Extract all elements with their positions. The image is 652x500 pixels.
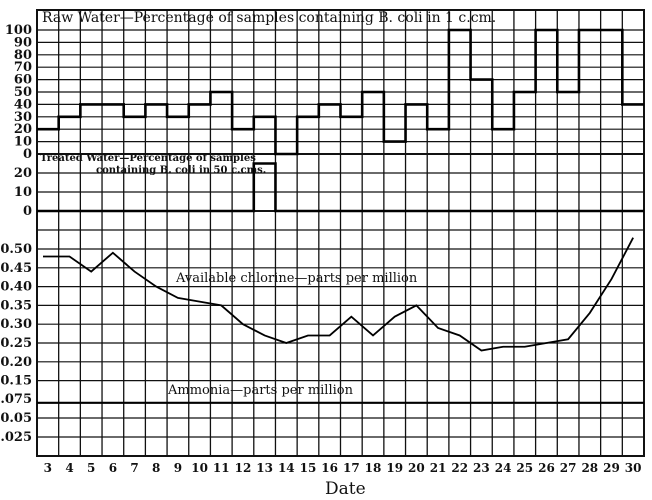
raw-tick-label: 80 [14, 48, 32, 63]
treated-tick-label: 0 [23, 204, 32, 219]
raw-tick-label: 60 [14, 73, 32, 88]
chlorine-tick-label: 0.20 [0, 355, 32, 370]
ammonia-tick-label: 0.075 [0, 392, 32, 407]
date-tick-label: 11 [213, 461, 230, 475]
date-tick-label: 19 [386, 461, 403, 475]
raw-tick-label: 50 [14, 85, 32, 100]
ammonia-tick-label: 0.05 [0, 411, 32, 426]
treated-water-series [37, 162, 644, 213]
date-tick-label: 20 [408, 461, 425, 475]
treated-tick-label: 10 [14, 185, 32, 200]
date-tick-label: 6 [109, 461, 117, 475]
date-tick-label: 18 [365, 461, 382, 475]
date-tick-label: 17 [343, 461, 360, 475]
date-tick-label: 15 [300, 461, 317, 475]
date-tick-label: 26 [538, 461, 555, 475]
data-series [37, 28, 644, 404]
raw-tick-label: 10 [14, 135, 32, 150]
date-tick-label: 14 [278, 461, 295, 475]
chlorine-tick-label: 0.45 [0, 261, 32, 276]
date-tick-label: 30 [625, 461, 642, 475]
date-tick-label: 12 [235, 461, 252, 475]
treated-tick-label: 20 [14, 166, 32, 181]
raw-tick-label: 0 [23, 147, 32, 162]
treated-water-title-line1: Treated Water—Percentage of samples [40, 153, 256, 164]
date-tick-label: 28 [581, 461, 598, 475]
date-tick-label: 29 [603, 461, 620, 475]
date-tick-label: 21 [430, 461, 447, 475]
chlorine-tick-label: 0.40 [0, 280, 32, 295]
x-axis-title: Date [325, 479, 366, 499]
date-tick-label: 13 [256, 461, 273, 475]
date-tick-label: 8 [152, 461, 160, 475]
date-tick-label: 10 [191, 461, 208, 475]
chlorine-tick-label: 0.25 [0, 336, 32, 351]
ammonia-tick-label: 0.025 [0, 430, 32, 445]
grid-lines [36, 9, 645, 457]
chlorine-tick-label: 0.30 [0, 317, 32, 332]
raw-tick-label: 40 [14, 97, 32, 112]
raw-water-series [37, 28, 644, 156]
raw-water-title: Raw Water—Percentage of samples containi… [42, 10, 496, 26]
date-tick-label: 22 [451, 461, 468, 475]
date-tick-label: 24 [495, 461, 512, 475]
date-tick-label: 9 [174, 461, 182, 475]
y-axis-labels: 1009080706050403020100201000.500.450.400… [0, 23, 32, 445]
raw-tick-label: 70 [14, 60, 32, 75]
chlorine-tick-label: 0.35 [0, 298, 32, 313]
x-axis-labels: 3 4 5 6 7 8 9 10 11 12 13 14 15 16 17 18 19 20 21 22 23 24 25 2… [44, 461, 642, 475]
treated-water-title-line2: containing B. coli in 50 c.cms. [96, 165, 266, 176]
chlorine-series [43, 237, 634, 352]
raw-tick-label: 100 [5, 23, 32, 38]
chlorine-title: Available chlorine—parts per million [175, 271, 418, 286]
date-tick-label: 3 [44, 461, 52, 475]
date-tick-label: 7 [130, 461, 138, 475]
raw-tick-label: 20 [14, 122, 32, 137]
date-tick-label: 4 [65, 461, 73, 475]
chlorine-tick-label: 0.50 [0, 242, 32, 257]
date-tick-label: 27 [560, 461, 577, 475]
date-tick-label: 16 [321, 461, 338, 475]
date-tick-label: 23 [473, 461, 490, 475]
date-tick-label: 25 [516, 461, 533, 475]
date-tick-label: 5 [87, 461, 95, 475]
raw-tick-label: 30 [14, 110, 32, 125]
ammonia-title: Ammonia—parts per million [167, 383, 354, 398]
raw-tick-label: 90 [14, 35, 32, 50]
chlorine-tick-label: 0.15 [0, 374, 32, 389]
